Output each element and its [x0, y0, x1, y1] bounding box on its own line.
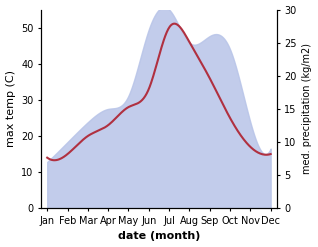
Y-axis label: max temp (C): max temp (C) — [5, 70, 16, 147]
X-axis label: date (month): date (month) — [118, 231, 200, 242]
Y-axis label: med. precipitation (kg/m2): med. precipitation (kg/m2) — [302, 43, 313, 174]
